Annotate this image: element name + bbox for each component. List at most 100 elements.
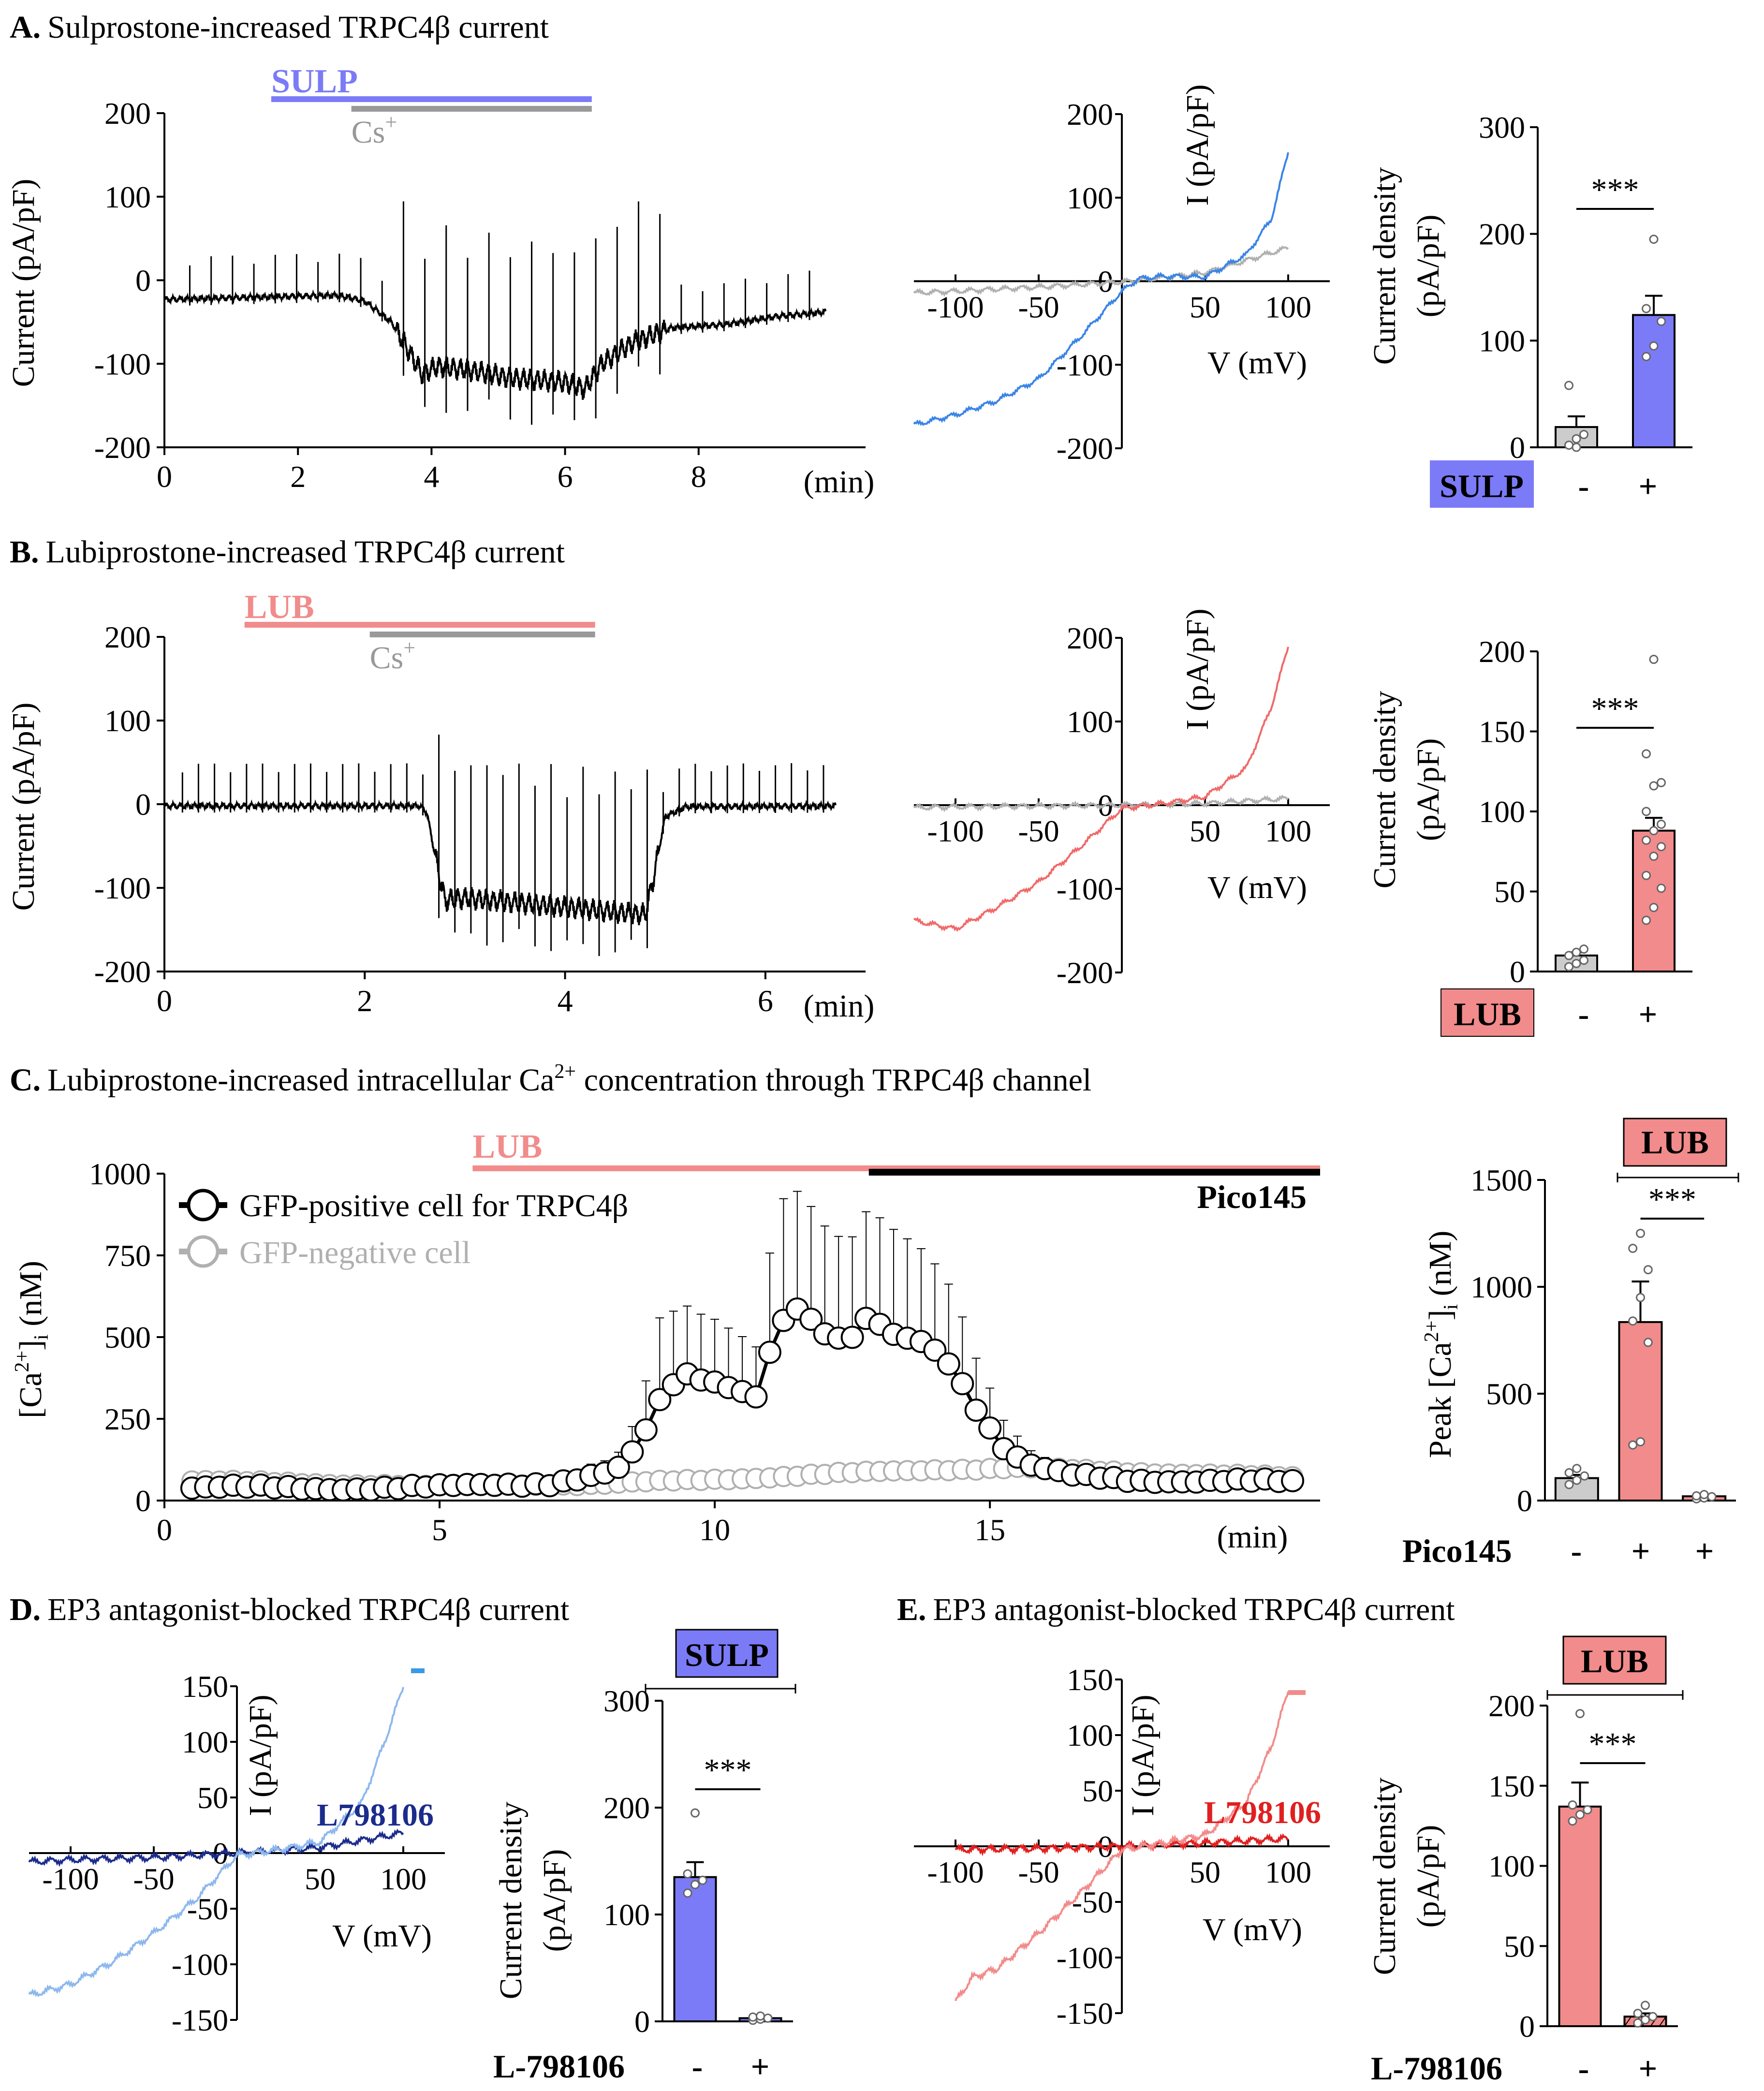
data-point — [1628, 1440, 1638, 1450]
panelC-plus-1: + — [1632, 1532, 1650, 1569]
bar — [1632, 829, 1676, 972]
data-point — [1575, 1709, 1585, 1719]
panelB-minus: - — [1578, 996, 1589, 1032]
legend-positive-marker — [187, 1189, 220, 1222]
panelC-title-sup: 2+ — [554, 1060, 576, 1083]
panelA-bar-chart: 0 100 200 300 *** — [1479, 110, 1692, 465]
panelD-title: D. EP3 antagonist-blocked TRPC4β current — [10, 1592, 569, 1627]
positive-marker — [937, 1352, 960, 1376]
positive-marker — [758, 1340, 781, 1364]
significance-label: *** — [1589, 1726, 1637, 1762]
y-tick-label: 200 — [1479, 634, 1525, 669]
panelA-density-ylabel-2: (pA/pF) — [1411, 215, 1446, 318]
y-tick-label: 100 — [182, 1725, 228, 1759]
y-tick-label: 200 — [603, 1791, 650, 1825]
panelA-letter: A. — [10, 10, 41, 45]
panelC-minus: - — [1571, 1532, 1582, 1569]
panelD-plus: + — [751, 2048, 770, 2085]
panelA-sulp-tag-box — [1430, 460, 1534, 508]
panelA-title-text: Sulprostone-increased TRPC4β current — [47, 10, 549, 45]
data-point — [1572, 947, 1581, 957]
panelE-minus: - — [1578, 2050, 1589, 2087]
panelE-iv-xlabel: V (mV) — [1203, 1912, 1302, 1947]
x-tick-label: 2 — [290, 459, 306, 494]
positive-marker — [606, 1456, 630, 1479]
y-tick-label: 300 — [603, 1684, 650, 1718]
panelE-lub-box — [1562, 1635, 1667, 1685]
x-tick-label: 50 — [1190, 814, 1220, 848]
panelD-sulp-box — [675, 1629, 779, 1678]
panelC-ylabel-pre: [Ca — [13, 1372, 48, 1418]
panelB-lub-tag-box — [1441, 988, 1534, 1037]
x-tick-label: 100 — [1265, 814, 1311, 848]
data-point — [1580, 1471, 1589, 1481]
y-tick-label: 200 — [1067, 621, 1113, 655]
y-tick-label: 750 — [104, 1238, 151, 1273]
data-point — [1636, 1437, 1645, 1446]
positive-marker — [648, 1388, 672, 1412]
y-tick-label: 200 — [1488, 1689, 1535, 1723]
y-tick-label: -100 — [172, 1947, 228, 1982]
y-tick-label: 0 — [135, 1484, 151, 1518]
panelB-trace-chart: -200 -100 0 100 200 0 2 4 6 LUB Cs+ — [94, 589, 866, 1018]
y-tick-label: 500 — [104, 1320, 151, 1355]
y-tick-label: 50 — [1082, 1774, 1113, 1808]
panelC-lub-box-label: LUB — [1641, 1124, 1709, 1161]
legend-negative-marker — [187, 1235, 220, 1268]
panelD-letter: D. — [10, 1592, 41, 1627]
y-tick-label: 100 — [1067, 705, 1113, 739]
data-point — [1572, 1475, 1582, 1485]
panelD-minus: - — [692, 2048, 703, 2085]
y-tick-label: 100 — [104, 180, 151, 214]
y-tick-label: 150 — [1067, 1663, 1113, 1697]
data-point — [1572, 958, 1581, 968]
positive-marker — [964, 1399, 988, 1422]
significance-label: *** — [1591, 691, 1639, 726]
x-tick-label: 6 — [558, 459, 573, 494]
x-tick-label: -50 — [1018, 814, 1059, 848]
y-tick-label: 100 — [603, 1898, 650, 1932]
y-tick-label: -100 — [1057, 872, 1113, 906]
data-point — [1564, 951, 1574, 960]
x-tick-label: 0 — [157, 1513, 172, 1547]
x-tick-label: 6 — [758, 984, 773, 1018]
data-point — [756, 2011, 765, 2021]
data-point — [1628, 1243, 1638, 1253]
panelD-density-ylabel-2: (pA/pF) — [537, 1849, 572, 1952]
data-point — [1572, 1464, 1582, 1473]
x-tick-label: 100 — [1265, 290, 1311, 324]
bar-hatch — [1659, 2016, 1667, 2027]
y-tick-label: 0 — [1510, 430, 1525, 465]
y-tick-label: 100 — [1067, 1718, 1113, 1752]
y-tick-label: 150 — [1488, 1769, 1535, 1803]
panelC-lub-box — [1623, 1118, 1727, 1167]
data-point — [1642, 807, 1651, 816]
panelC-bar-chart: 0 500 1000 1500 *** — [1470, 1163, 1736, 1518]
data-point — [1636, 1293, 1645, 1302]
x-tick-label: 15 — [974, 1513, 1005, 1547]
y-tick-label: 100 — [1479, 324, 1525, 358]
x-tick-label: -100 — [927, 814, 984, 848]
data-point — [1643, 1338, 1653, 1347]
panelD-l798-tag: L-798106 — [493, 2048, 625, 2085]
y-tick-label: -150 — [1057, 1996, 1113, 2031]
positive-marker — [799, 1308, 823, 1331]
y-tick-label: 50 — [1504, 1929, 1535, 1963]
y-tick-label: 0 — [1519, 2009, 1535, 2044]
panelB-iv-xlabel: V (mV) — [1207, 870, 1307, 905]
x-tick-label: 0 — [157, 459, 172, 494]
panelD-bar-chart: 0 100 200 300 *** — [603, 1684, 793, 2039]
data-point — [1649, 903, 1659, 913]
x-tick-label: 5 — [432, 1513, 447, 1547]
y-tick-label: 100 — [1488, 1849, 1535, 1884]
data-point — [1656, 819, 1666, 829]
data-point — [1564, 1480, 1574, 1489]
data-point — [698, 1875, 707, 1885]
y-tick-label: 50 — [1494, 875, 1525, 909]
panelB-iv-ylabel: I (pA/pF) — [1180, 608, 1215, 730]
positive-marker — [978, 1416, 1002, 1440]
y-tick-label: 200 — [1067, 97, 1113, 132]
data-point — [1649, 826, 1659, 836]
